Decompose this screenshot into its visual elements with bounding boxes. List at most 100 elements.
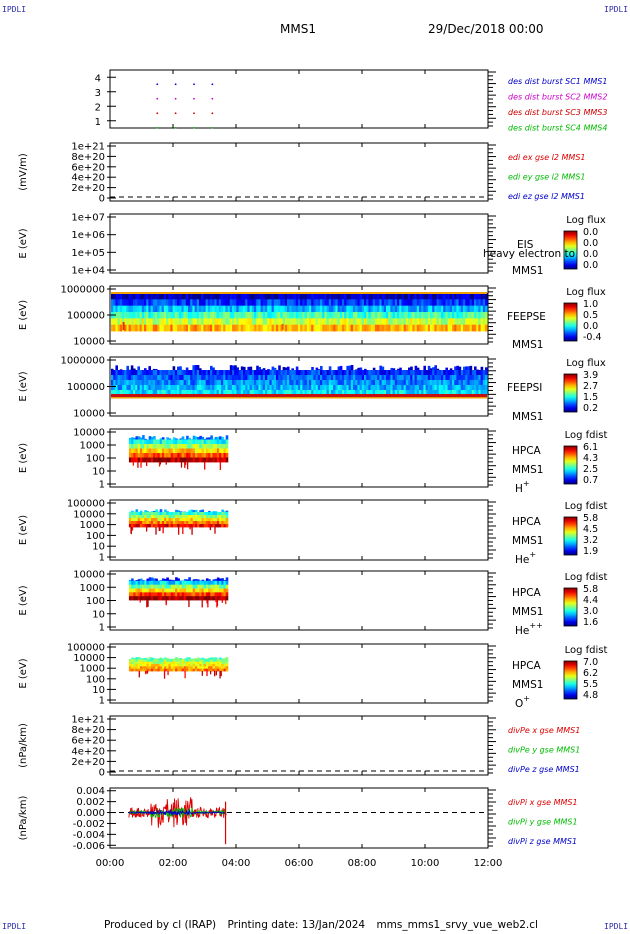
feepsi-pixel (111, 375, 114, 381)
feepse-pixel (353, 305, 356, 313)
hpca-hepp-pixel (150, 577, 154, 582)
feepse-pixel (190, 324, 193, 332)
feepse-pixel (383, 318, 387, 326)
hpca-o-pixel (188, 664, 191, 667)
eis-spacecraft: MMS1 (512, 265, 543, 277)
feepsi-pixel (335, 380, 338, 386)
hpca-hepp-species: He++ (515, 621, 543, 637)
feepsi-pixel (148, 390, 151, 396)
hpca-h-ytick-label: 10 (92, 467, 105, 478)
feepsi-pixel (223, 390, 226, 396)
feepse-pixel (265, 318, 268, 326)
feepsi-pixel (245, 380, 248, 386)
hpca-h-pixel (214, 453, 218, 458)
feepsi-pixel (337, 370, 341, 376)
hpca-hepp-pixel (225, 584, 229, 589)
hpca-h-pixel (214, 436, 218, 440)
feepse-pixel (331, 299, 334, 307)
feepse-pixel (403, 312, 407, 319)
hpca-h-pixel (164, 439, 167, 445)
hpca-h-pixel (201, 444, 205, 449)
feepse-pixel (223, 324, 226, 332)
feepsi-pixel (203, 390, 206, 396)
hpca-o-pixel (137, 668, 141, 672)
feepsi-pixel (152, 368, 156, 371)
feepse-pixel (282, 293, 286, 300)
feepsi-pixel (179, 370, 182, 376)
feepsi-pixel (445, 385, 448, 391)
hpca-hepp-pixel (137, 579, 141, 582)
hpca-o-pixel (223, 657, 227, 660)
feepse-pixel (443, 299, 446, 307)
hpca-he-pixel (150, 521, 154, 525)
feepse-pixel (205, 318, 209, 326)
feepsi-pixel (282, 390, 286, 396)
feepsi-pixel (188, 385, 191, 391)
hpca-hepp-pixel (150, 588, 154, 593)
feepse-pixel (177, 318, 180, 326)
feepsi-pixel (185, 385, 189, 391)
hpca-hepp-tail (188, 600, 190, 608)
feepsi-pixel (355, 369, 358, 371)
hpca-he-pixel (155, 518, 158, 522)
feepse-pixel (196, 312, 200, 319)
hpca-h-pixel (186, 453, 189, 458)
feepsi-pixel (331, 390, 334, 396)
feepse-pixel (172, 299, 176, 307)
feepse-pixel (317, 318, 321, 326)
hpca-o-pixel (214, 659, 218, 663)
feepse-pixel (295, 299, 299, 307)
feepsi-pixel (438, 370, 442, 376)
hpca-h-pixel (181, 457, 185, 463)
feepsi-pixel (447, 390, 451, 396)
feepsi-pixel (221, 390, 224, 396)
feepse-pixel (449, 293, 453, 300)
hpca-he-pixel (212, 518, 216, 522)
divpi-legend-0: divPi x gse MMS1 (508, 798, 578, 807)
hpca-o-pixel (205, 661, 209, 665)
feepsi-pixel (161, 390, 165, 396)
hpca-he-pixel (148, 521, 152, 525)
hpca-o-pixel (131, 659, 134, 663)
feepse-pixel (258, 293, 261, 300)
hpca-hepp-pixel (155, 578, 158, 582)
hpca-he-tail (189, 527, 191, 530)
feepse-pixel (135, 293, 138, 300)
feepse-pixel (324, 305, 327, 313)
feepsi-pixel (117, 375, 121, 381)
feepse-pixel (172, 318, 176, 326)
feepse-pixel (155, 312, 158, 319)
feepsi-pixel (152, 380, 156, 386)
hpca-he-pixel (144, 510, 147, 513)
feepse-pixel (256, 305, 259, 313)
hpca-h-pixel (139, 448, 143, 454)
hpca-he-pixel (137, 521, 141, 525)
feepsi-pixel (350, 375, 354, 381)
hpca-o-pixel (201, 664, 205, 667)
feepsi-pixel (185, 390, 189, 396)
feepsi-pixel (298, 380, 301, 386)
feepse-pixel (216, 312, 220, 319)
divpe-ytick-label: 0 (99, 768, 105, 779)
feepse-pixel (174, 293, 178, 300)
feepsi-pixel (421, 380, 424, 386)
hpca-o-pixel (150, 661, 154, 665)
hpca-o-pixel (153, 664, 156, 667)
divpi-legend-1: divPi y gse MMS1 (508, 818, 578, 827)
feepsi-pixel (212, 367, 215, 371)
hpca-he-pixel (150, 518, 154, 522)
hpca-h-pixel (175, 448, 178, 454)
feepsi-pixel (115, 390, 118, 396)
hpca-he-pixel (139, 524, 143, 528)
feepsi-pixel (368, 375, 371, 381)
feepsi-pixel (293, 385, 297, 391)
feepse-pixel (150, 324, 154, 332)
hpca-he-pixel (212, 515, 216, 519)
hpca-h-pixel (212, 439, 216, 445)
feepsi-pixel (251, 375, 255, 381)
feepsi-pixel (304, 370, 308, 376)
feepsi-pixel (148, 366, 151, 371)
feepse-pixel (432, 318, 435, 326)
feepse-pixel (390, 305, 393, 313)
feepse-pixel (335, 324, 338, 332)
